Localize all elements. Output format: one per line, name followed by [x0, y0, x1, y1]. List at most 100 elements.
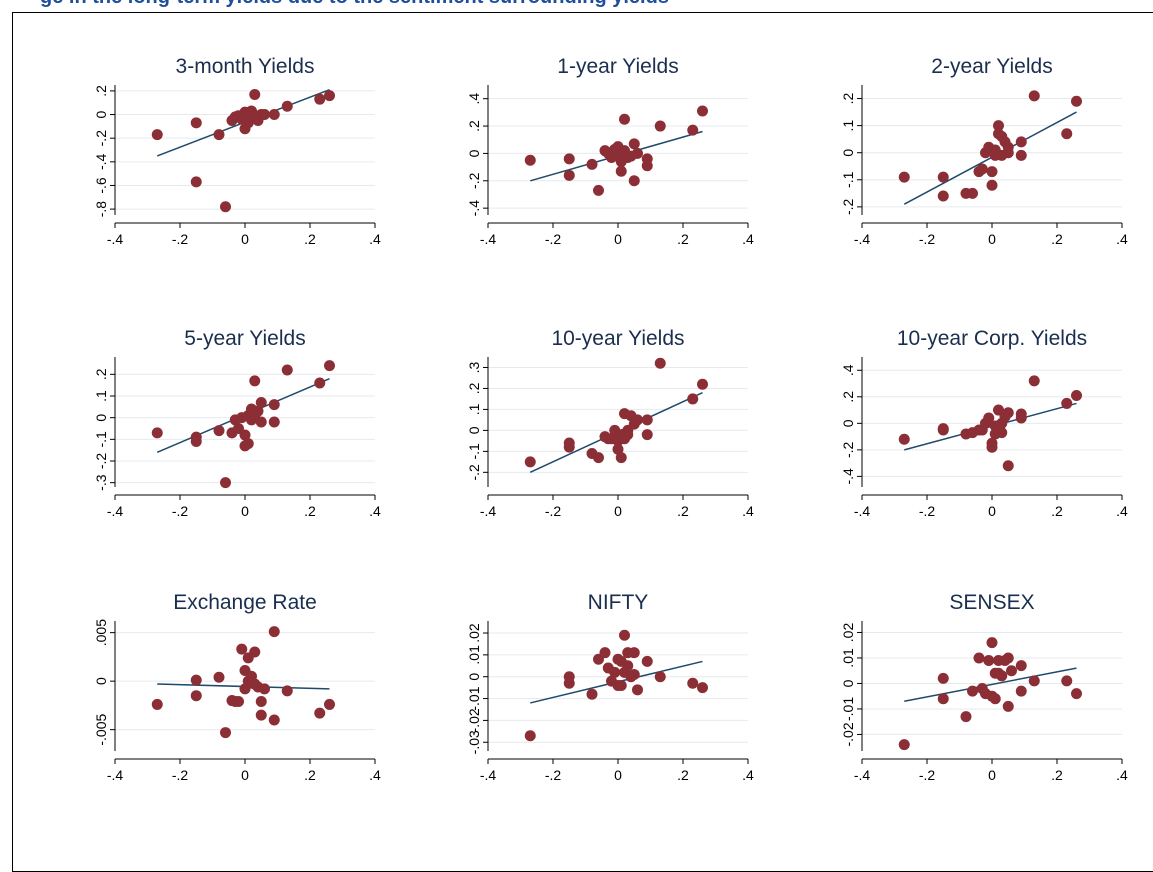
data-point — [983, 412, 995, 424]
y-tick-label: -.4 — [466, 200, 482, 217]
panel-title: 10-year Corp. Yields — [897, 327, 1087, 350]
data-point — [314, 707, 326, 719]
data-point — [255, 709, 267, 721]
data-point — [233, 696, 244, 708]
data-point — [937, 171, 949, 183]
data-point — [609, 666, 621, 678]
data-point — [937, 672, 949, 684]
y-tick-label: .1 — [466, 403, 482, 415]
data-point — [255, 416, 267, 428]
y-tick-label: -.02 — [466, 708, 482, 732]
data-point — [151, 129, 163, 141]
x-tick-label: -.4 — [480, 231, 497, 247]
x-tick-label: -.2 — [545, 503, 562, 519]
data-point — [1061, 128, 1073, 140]
data-point — [324, 90, 335, 102]
data-point — [976, 163, 988, 175]
data-point — [697, 682, 708, 694]
x-tick-label: -.2 — [545, 767, 562, 783]
data-point — [259, 683, 270, 695]
y-tick-label: .1 — [93, 390, 109, 402]
data-point — [268, 714, 280, 726]
data-point — [1028, 90, 1040, 102]
x-tick-label: -.2 — [919, 231, 936, 247]
scatter-panel-6: 10-year Corp. Yields -.4 -.2 0 .2 .4 -.4 -.2 0 .2… — [840, 327, 1128, 519]
data-point — [281, 685, 293, 697]
y-tick-label: -.6 — [93, 177, 109, 194]
x-tick-label: -.4 — [107, 503, 124, 519]
data-point — [1071, 389, 1082, 401]
y-tick-label: -.01 — [840, 697, 856, 721]
data-point — [190, 674, 202, 686]
x-tick-label: -.4 — [854, 231, 871, 247]
data-point — [242, 438, 254, 450]
x-tick-label: 0 — [988, 767, 996, 783]
data-point — [615, 165, 627, 177]
data-point — [687, 124, 699, 136]
scatter-panel-4: 5-year Yields -.3 -.2 -.1 0 .1 .2 -.4 -.2 0 .2 .4 — [93, 327, 381, 519]
x-tick-label: -.2 — [172, 503, 189, 519]
data-point — [239, 429, 251, 441]
data-point — [259, 109, 270, 121]
data-point — [314, 93, 326, 105]
x-tick-label: .4 — [1116, 767, 1128, 783]
data-point — [996, 670, 1008, 682]
data-point — [324, 698, 335, 710]
data-point — [1071, 95, 1082, 107]
y-tick-label: .2 — [840, 391, 856, 403]
data-point — [524, 456, 536, 468]
data-point — [697, 378, 708, 390]
data-point — [1028, 375, 1040, 387]
data-point — [1015, 412, 1027, 424]
data-point — [220, 477, 231, 489]
x-tick-label: -.4 — [480, 503, 497, 519]
y-tick-label: .005 — [93, 619, 109, 646]
y-tick-label: 0 — [93, 414, 109, 422]
x-tick-label: .4 — [1116, 231, 1128, 247]
y-tick-label: 0 — [93, 677, 109, 685]
data-point — [563, 153, 575, 165]
data-point — [190, 176, 202, 188]
y-tick-label: .2 — [93, 85, 109, 97]
data-point — [996, 427, 1008, 439]
y-tick-label: .02 — [840, 623, 856, 643]
x-tick-label: 0 — [988, 503, 996, 519]
data-point — [654, 357, 666, 369]
y-tick-label: .2 — [93, 368, 109, 380]
scatter-panel-3: 2-year Yields -.2 -.1 0 .1 .2 -.4 -.2 0 .2 .4 — [840, 55, 1128, 247]
data-point — [213, 671, 225, 683]
x-tick-label: 0 — [988, 231, 996, 247]
y-tick-label: -.2 — [466, 172, 482, 189]
x-tick-label: .2 — [677, 503, 689, 519]
data-point — [213, 425, 225, 437]
data-point — [586, 688, 598, 700]
y-tick-label: .01 — [840, 648, 856, 668]
x-tick-label: .4 — [742, 231, 754, 247]
x-tick-label: .4 — [369, 231, 381, 247]
x-tick-label: .2 — [677, 767, 689, 783]
y-tick-label: .2 — [466, 382, 482, 394]
data-point — [1002, 700, 1014, 712]
data-point — [615, 452, 627, 464]
data-point — [632, 147, 643, 159]
data-point — [628, 138, 640, 150]
data-point — [898, 433, 910, 445]
data-point — [937, 693, 949, 705]
data-point — [983, 655, 995, 667]
y-tick-label: .2 — [466, 120, 482, 132]
data-point — [1002, 407, 1014, 419]
x-tick-label: -.4 — [854, 503, 871, 519]
data-point — [268, 109, 280, 121]
x-tick-label: 0 — [614, 503, 622, 519]
scatter-panel-8: NIFTY -.03-.02-.01 0 .01 .02 -.4 -.2 0 .2 .4 — [466, 591, 754, 783]
data-point — [1028, 675, 1040, 687]
scatter-panel-9: SENSEX -.02-.01 0 .01 .02 -.4 -.2 0 .2 .4 — [840, 591, 1128, 783]
data-point — [687, 393, 699, 405]
data-point — [628, 175, 640, 187]
x-tick-label: -.4 — [480, 767, 497, 783]
y-tick-label: .01 — [466, 645, 482, 665]
data-point — [314, 377, 326, 389]
data-point — [151, 427, 163, 439]
scatter-panel-1: 3-month Yields -.8 -.6 -.4 -.2 0 .2 -.4 -.2 0 .2 .4 — [93, 55, 381, 247]
y-tick-label: -.2 — [840, 198, 856, 215]
